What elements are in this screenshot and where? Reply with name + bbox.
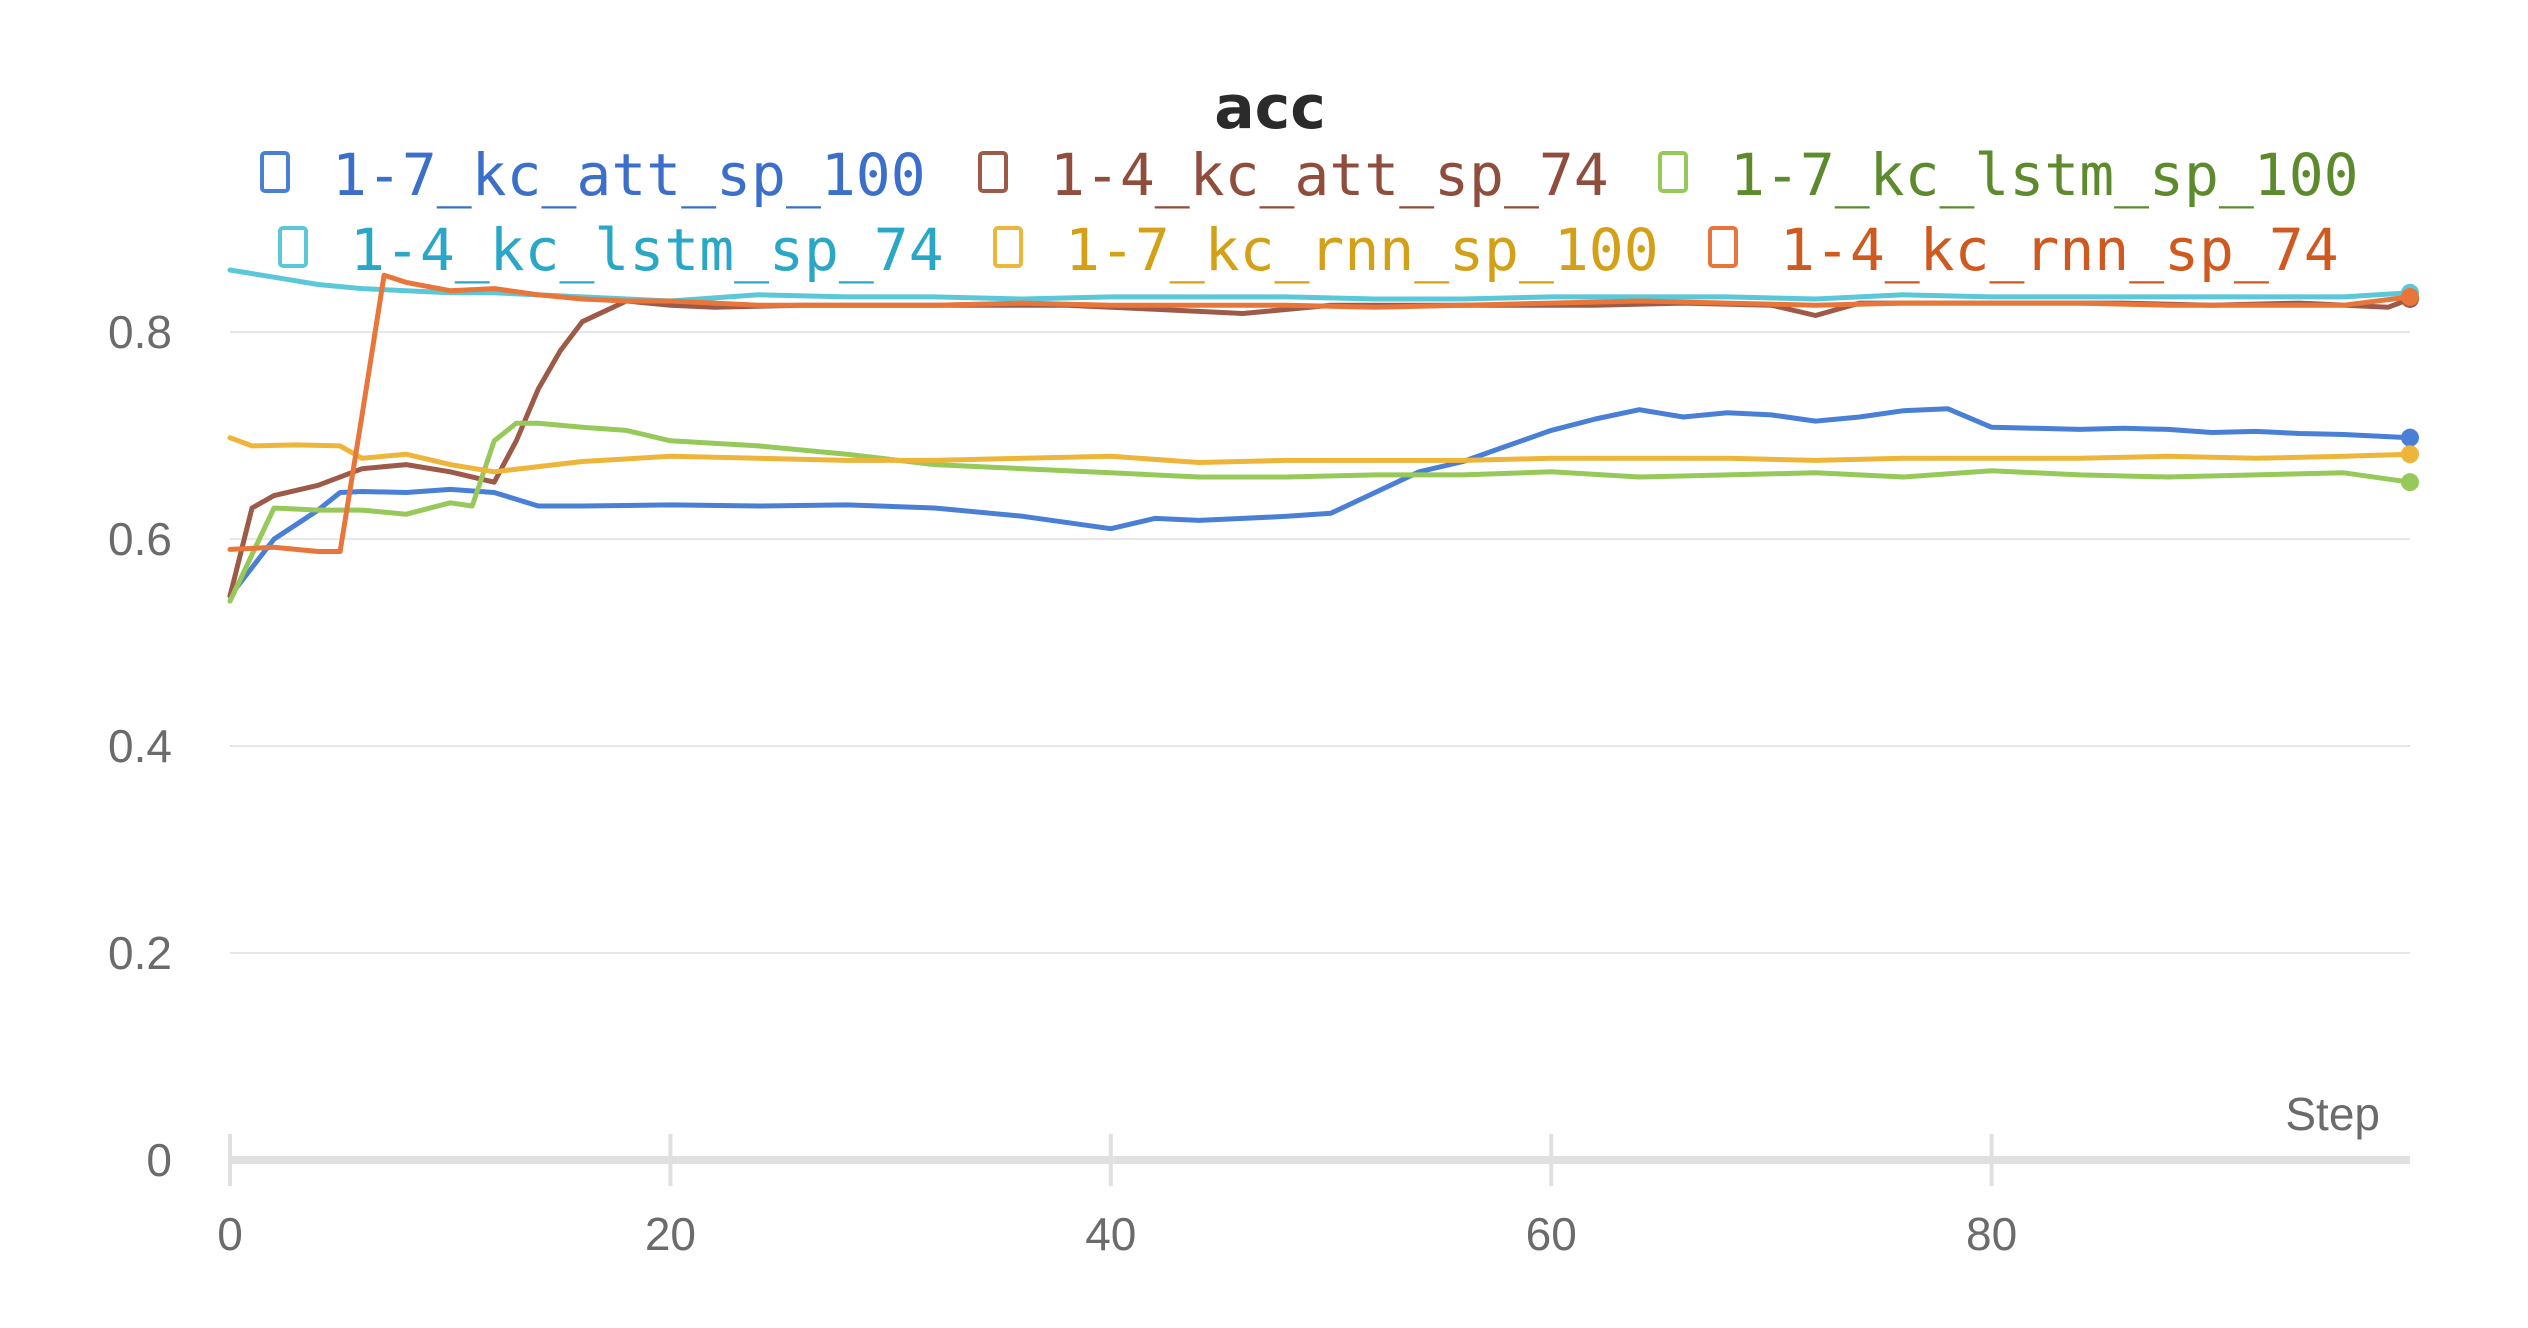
x-tick-label: 40 (1085, 1208, 1136, 1260)
x-tick-label: 20 (645, 1208, 696, 1260)
series-endpoint-1-7_kc_rnn_sp_100 (2401, 445, 2419, 464)
legend-swatch-icon (978, 151, 1008, 193)
legend: 1-7_kc_att_sp_100 1-4_kc_att_sp_74 1-7_kc_… (260, 141, 2359, 284)
legend-label: 1-4_kc_lstm_sp_74 (350, 216, 944, 284)
legend-swatch-icon (278, 226, 308, 268)
x-tick-label: 80 (1966, 1208, 2017, 1260)
x-axis-label: Step (2285, 1088, 2380, 1140)
series-line-1-7_kc_att_sp_100 (227, 406, 2413, 599)
x-tick-label: 60 (1526, 1208, 1577, 1260)
legend-swatch-icon (993, 226, 1023, 268)
legend-item-1-4_kc_lstm_sp_74[interactable]: 1-4_kc_lstm_sp_74 (278, 216, 944, 284)
y-axis: 0 0.2 0.4 0.6 0.8 (108, 306, 172, 1186)
x-tick-label: 0 (217, 1208, 243, 1260)
plot-area (227, 267, 2419, 604)
legend-label: 1-7_kc_att_sp_100 (332, 141, 926, 209)
y-tick-label: 0.6 (108, 513, 172, 565)
grid (230, 331, 2410, 955)
legend-item-1-4_kc_rnn_sp_74[interactable]: 1-4_kc_rnn_sp_74 (1708, 216, 2339, 284)
legend-item-1-7_kc_rnn_sp_100[interactable]: 1-7_kc_rnn_sp_100 (993, 216, 1659, 284)
y-tick-label: 0.8 (108, 306, 172, 358)
series-endpoint-1-7_kc_att_sp_100 (2401, 428, 2419, 447)
legend-swatch-icon (260, 151, 290, 193)
series-endpoint-1-4_kc_rnn_sp_74 (2401, 287, 2419, 306)
y-tick-label: 0 (146, 1134, 172, 1186)
legend-item-1-7_kc_lstm_sp_100[interactable]: 1-7_kc_lstm_sp_100 (1658, 141, 2359, 209)
series-endpoint-1-7_kc_lstm_sp_100 (2401, 473, 2419, 492)
legend-label: 1-4_kc_att_sp_74 (1050, 141, 1609, 209)
legend-swatch-icon (1658, 151, 1688, 193)
legend-swatch-icon (1708, 226, 1738, 268)
series-line-1-4_kc_lstm_sp_74 (227, 267, 2413, 304)
series-line-1-4_kc_att_sp_74 (227, 296, 2413, 599)
legend-item-1-4_kc_att_sp_74[interactable]: 1-4_kc_att_sp_74 (978, 141, 1609, 209)
series-line-1-7_kc_rnn_sp_100 (227, 435, 2413, 475)
series-line-1-7_kc_lstm_sp_100 (227, 420, 2413, 604)
chart-title: acc (1214, 73, 1326, 143)
series-line-1-4_kc_rnn_sp_74 (227, 272, 2413, 554)
legend-label: 1-7_kc_lstm_sp_100 (1730, 141, 2359, 209)
legend-item-1-7_kc_att_sp_100[interactable]: 1-7_kc_att_sp_100 (260, 141, 926, 209)
legend-label: 1-7_kc_rnn_sp_100 (1065, 216, 1659, 284)
y-tick-label: 0.4 (108, 720, 172, 772)
legend-label: 1-4_kc_rnn_sp_74 (1780, 216, 2339, 284)
x-axis: 0 20 40 60 80 (217, 1134, 2410, 1260)
y-tick-label: 0.2 (108, 927, 172, 979)
